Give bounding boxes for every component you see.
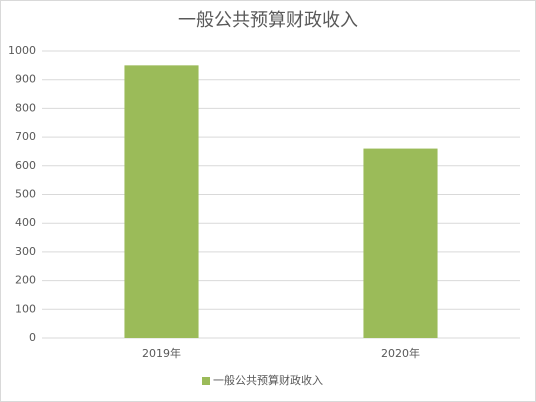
x-tick-label: 2019年 <box>142 346 181 360</box>
y-tick-label: 600 <box>15 159 36 172</box>
y-tick-label: 900 <box>15 73 36 86</box>
bar <box>363 148 438 338</box>
y-tick-label: 0 <box>29 331 36 344</box>
x-tick-label: 2020年 <box>381 346 420 360</box>
y-tick-label: 300 <box>15 245 36 258</box>
y-tick-label: 1000 <box>8 44 36 57</box>
y-tick-label: 200 <box>15 274 36 287</box>
legend-swatch <box>202 377 210 385</box>
legend-label: 一般公共预算财政收入 <box>213 373 323 387</box>
y-tick-label: 500 <box>15 188 36 201</box>
chart-title: 一般公共预算财政收入 <box>178 10 358 31</box>
y-tick-label: 100 <box>15 302 36 315</box>
y-tick-label: 700 <box>15 130 36 143</box>
bar <box>124 65 199 338</box>
y-tick-label: 800 <box>15 101 36 114</box>
y-tick-label: 400 <box>15 216 36 229</box>
